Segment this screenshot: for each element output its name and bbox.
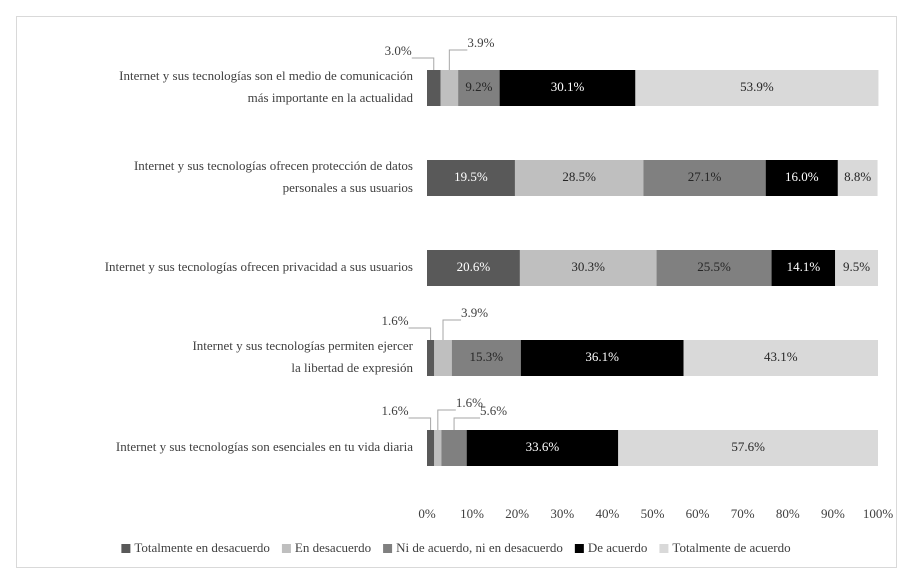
category-label: Internet y sus tecnologías permiten ejer… (192, 338, 413, 353)
leader-line (408, 327, 432, 340)
legend-swatch (574, 544, 584, 553)
leader-line (453, 417, 481, 430)
bar-segment (427, 430, 435, 466)
bar-segment (771, 250, 836, 286)
category-label: la libertad de expresión (291, 360, 413, 375)
leader-line (442, 319, 462, 340)
data-label: 1.6% (382, 403, 409, 418)
data-label: 9.5% (843, 259, 870, 274)
bar-segment (519, 250, 657, 286)
category-label: personales a sus usuarios (283, 180, 413, 195)
legend-swatch (121, 544, 131, 553)
data-label: 28.5% (562, 169, 596, 184)
bar-segment (520, 340, 684, 376)
legend-swatch (659, 544, 669, 553)
data-label: 3.9% (467, 35, 494, 50)
data-label: 3.9% (461, 305, 488, 320)
x-tick-label: 70% (731, 506, 755, 521)
bar-segment (440, 70, 459, 106)
legend-label: Totalmente en desacuerdo (134, 540, 270, 555)
legend-label: Totalmente de acuerdo (672, 540, 790, 555)
data-label: 30.3% (571, 259, 605, 274)
x-tick-label: 100% (863, 506, 894, 521)
data-label: 19.5% (454, 169, 488, 184)
legend-label: De acuerdo (588, 540, 648, 555)
data-label: 3.0% (385, 43, 412, 58)
x-tick-label: 30% (550, 506, 574, 521)
category-label: Internet y sus tecnologías ofrecen priva… (105, 259, 413, 274)
category-label: Internet y sus tecnologías son el medio … (119, 68, 413, 83)
x-tick-label: 60% (686, 506, 710, 521)
data-label: 30.1% (551, 79, 585, 94)
data-label: 1.6% (456, 395, 483, 410)
data-label: 20.6% (457, 259, 491, 274)
leader-line (411, 57, 435, 70)
x-tick-label: 10% (460, 506, 484, 521)
chart-border (16, 16, 897, 568)
x-tick-label: 80% (776, 506, 800, 521)
bar-segment (458, 70, 500, 106)
leader-line (448, 49, 468, 70)
bar-segment (451, 340, 521, 376)
data-label: 57.6% (731, 439, 765, 454)
bar-segment (427, 70, 441, 106)
legend-swatch (383, 544, 393, 553)
data-label: 36.1% (585, 349, 619, 364)
data-label: 15.3% (470, 349, 504, 364)
legend-label: Ni de acuerdo, ni en desacuerdo (396, 540, 563, 555)
data-label: 53.9% (740, 79, 774, 94)
data-label: 27.1% (688, 169, 722, 184)
bar-segment (618, 430, 878, 466)
bar-segment (427, 160, 515, 196)
data-label: 8.8% (844, 169, 871, 184)
data-label: 9.2% (465, 79, 492, 94)
data-label: 43.1% (764, 349, 798, 364)
category-label: Internet y sus tecnologías son esenciale… (116, 439, 413, 454)
leader-line (408, 417, 432, 430)
bar-segment (643, 160, 766, 196)
x-tick-label: 50% (641, 506, 665, 521)
x-tick-label: 20% (505, 506, 529, 521)
data-label: 14.1% (787, 259, 821, 274)
bar-segment (835, 250, 878, 286)
x-tick-label: 90% (821, 506, 845, 521)
bar-segment (427, 250, 520, 286)
data-label: 33.6% (526, 439, 560, 454)
bar-segment (656, 250, 772, 286)
bar-segment (765, 160, 838, 196)
bar-segment (514, 160, 644, 196)
data-label: 16.0% (785, 169, 819, 184)
bar-segment (837, 160, 878, 196)
category-label: Internet y sus tecnologías ofrecen prote… (134, 158, 413, 173)
data-label: 5.6% (480, 403, 507, 418)
bar-segment (635, 70, 879, 106)
bar-segment (441, 430, 467, 466)
legend-swatch (281, 544, 291, 553)
x-tick-label: 0% (418, 506, 436, 521)
bar-segment (427, 340, 435, 376)
bar-segment (434, 430, 442, 466)
legend-label: En desacuerdo (295, 540, 371, 555)
data-label: 1.6% (382, 313, 409, 328)
x-tick-label: 40% (595, 506, 619, 521)
bar-segment (434, 340, 452, 376)
bar-segment (499, 70, 636, 106)
bar-segment (466, 430, 619, 466)
bar-segment (683, 340, 878, 376)
data-label: 25.5% (697, 259, 731, 274)
leader-line (437, 409, 456, 430)
category-label: más importante en la actualidad (248, 90, 414, 105)
